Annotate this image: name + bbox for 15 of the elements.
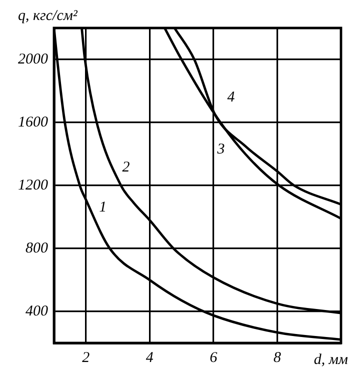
y-tick-label: 1200 [18,177,48,194]
y-axis-title: q, кгс/см² [18,8,78,24]
x-tick-label: 4 [146,350,154,366]
x-axis-title: d, мм [314,352,348,368]
y-tick-label: 1600 [18,114,48,130]
x-tick-label: 8 [273,350,282,366]
series-label: 3 [216,142,225,158]
x-tick-label: 2 [82,350,90,366]
y-tick-label: 400 [26,303,48,320]
x-tick-label: 6 [210,350,218,366]
series-label: 1 [99,200,107,216]
series-label: 2 [122,159,130,176]
series-label: 4 [227,90,236,106]
y-tick-label: 2000 [18,51,48,68]
y-tick-label: 800 [26,240,48,256]
